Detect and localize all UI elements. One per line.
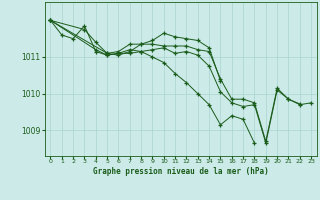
X-axis label: Graphe pression niveau de la mer (hPa): Graphe pression niveau de la mer (hPa)	[93, 167, 269, 176]
